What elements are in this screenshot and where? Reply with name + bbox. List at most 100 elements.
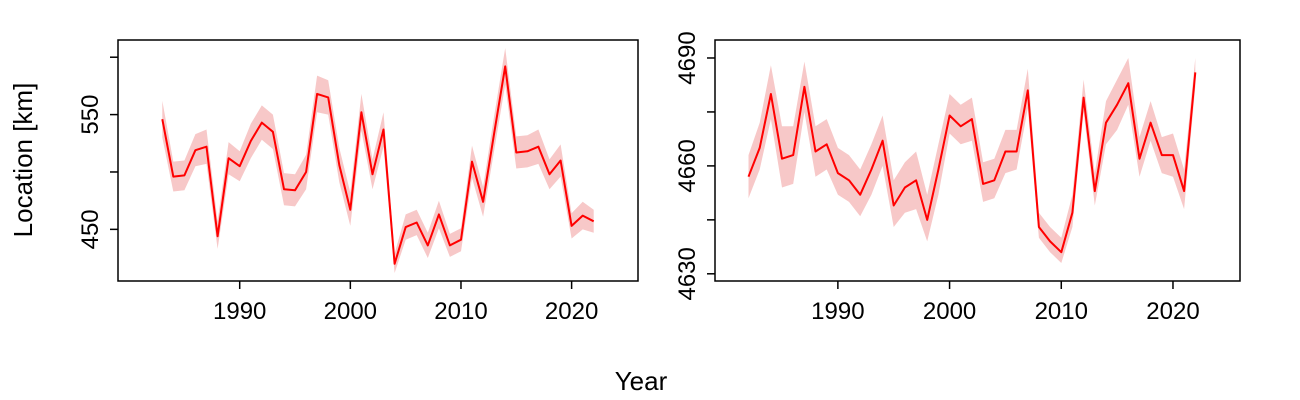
data-point-right — [1060, 251, 1062, 253]
data-point-right — [781, 158, 783, 160]
data-point-right — [1083, 97, 1085, 99]
x-tick-label-right: 2000 — [923, 298, 976, 325]
data-point-right — [949, 115, 951, 117]
data-point-left — [504, 65, 506, 67]
x-tick-label-right: 2020 — [1146, 298, 1199, 325]
data-point-left — [482, 201, 484, 203]
data-point-right — [982, 183, 984, 185]
series-line-right — [747, 72, 1197, 254]
data-point-right — [993, 179, 995, 181]
data-point-left — [427, 244, 429, 246]
series-line-left — [161, 65, 595, 265]
data-point-left — [161, 118, 163, 120]
y-tick-label-right: 4660 — [674, 139, 701, 192]
data-point-left — [537, 146, 539, 148]
data-point-left — [305, 171, 307, 173]
data-point-right — [1094, 190, 1096, 192]
plot-frame-left — [117, 39, 639, 282]
data-point-left — [560, 160, 562, 162]
data-point-left — [394, 263, 396, 265]
data-point-left — [194, 149, 196, 151]
data-point-right — [893, 205, 895, 207]
data-point-right — [904, 187, 906, 189]
chart-panel-right: 1990 2000 2010 2020 4630 4660 4690 — [674, 31, 1241, 325]
shared-x-axis-label: Year — [615, 366, 668, 396]
data-point-left — [493, 132, 495, 134]
data-point-left — [283, 188, 285, 190]
data-point-left — [460, 239, 462, 241]
x-tick-label-left: 2020 — [545, 298, 598, 325]
data-point-right — [971, 118, 973, 120]
data-point-left — [405, 226, 407, 228]
data-point-left — [526, 150, 528, 152]
y-tick-label-left: 450 — [77, 209, 104, 249]
x-tick-label-right: 1990 — [811, 298, 864, 325]
data-point-left — [217, 235, 219, 237]
confidence-band-right — [748, 58, 1196, 263]
chart-panel-left: 1990 2000 2010 2020 450 550 — [77, 39, 639, 325]
data-point-left — [438, 213, 440, 215]
data-point-left — [183, 174, 185, 176]
data-point-right — [1004, 151, 1006, 153]
data-point-right — [792, 154, 794, 156]
data-point-right — [826, 143, 828, 145]
data-point-left — [327, 96, 329, 98]
data-point-left — [206, 146, 208, 148]
data-point-right — [937, 169, 939, 171]
data-point-left — [515, 152, 517, 154]
data-point-right — [859, 194, 861, 196]
plot-frame-right — [714, 39, 1241, 282]
y-tick-label-left: 550 — [77, 95, 104, 135]
data-point-right — [815, 151, 817, 153]
data-point-right — [960, 125, 962, 127]
data-point-left — [172, 176, 174, 178]
data-point-right — [1071, 212, 1073, 214]
x-tick-label-right: 2010 — [1035, 298, 1088, 325]
data-point-right — [1127, 82, 1129, 84]
data-point-right — [748, 176, 750, 178]
data-point-left — [228, 157, 230, 159]
data-point-left — [471, 161, 473, 163]
data-point-left — [349, 209, 351, 211]
shared-y-axis-label: Location [km] — [8, 83, 38, 238]
data-point-right — [1027, 89, 1029, 91]
data-point-right — [1139, 158, 1141, 160]
data-point-right — [803, 86, 805, 88]
data-point-left — [294, 189, 296, 191]
data-point-left — [239, 165, 241, 167]
y-tick-label-right: 4630 — [674, 247, 701, 300]
data-point-right — [1016, 151, 1018, 153]
data-point-right — [1116, 104, 1118, 106]
y-tick-label-right: 4690 — [674, 31, 701, 84]
data-point-right — [759, 147, 761, 149]
data-point-right — [1150, 122, 1152, 124]
data-point-left — [250, 140, 252, 142]
data-point-right — [1183, 190, 1185, 192]
data-point-left — [360, 111, 362, 113]
data-point-right — [1038, 226, 1040, 228]
x-tick-label-left: 2000 — [324, 298, 377, 325]
data-point-left — [582, 215, 584, 217]
confidence-band-left — [162, 48, 594, 273]
data-point-right — [870, 169, 872, 171]
data-point-right — [848, 179, 850, 181]
data-point-left — [261, 122, 263, 124]
data-point-right — [915, 179, 917, 181]
data-point-right — [1172, 154, 1174, 156]
data-point-right — [926, 219, 928, 221]
data-point-right — [770, 93, 772, 95]
data-point-left — [316, 93, 318, 95]
data-point-right — [1049, 240, 1051, 242]
data-point-left — [416, 222, 418, 224]
data-point-left — [383, 129, 385, 131]
data-point-right — [1105, 122, 1107, 124]
data-point-left — [449, 244, 451, 246]
data-point-left — [593, 220, 595, 222]
data-point-left — [272, 131, 274, 133]
data-point-right — [837, 172, 839, 174]
data-point-left — [372, 173, 374, 175]
x-tick-label-left: 2010 — [434, 298, 487, 325]
data-point-right — [1194, 71, 1196, 73]
data-point-left — [338, 164, 340, 166]
x-tick-label-left: 1990 — [213, 298, 266, 325]
